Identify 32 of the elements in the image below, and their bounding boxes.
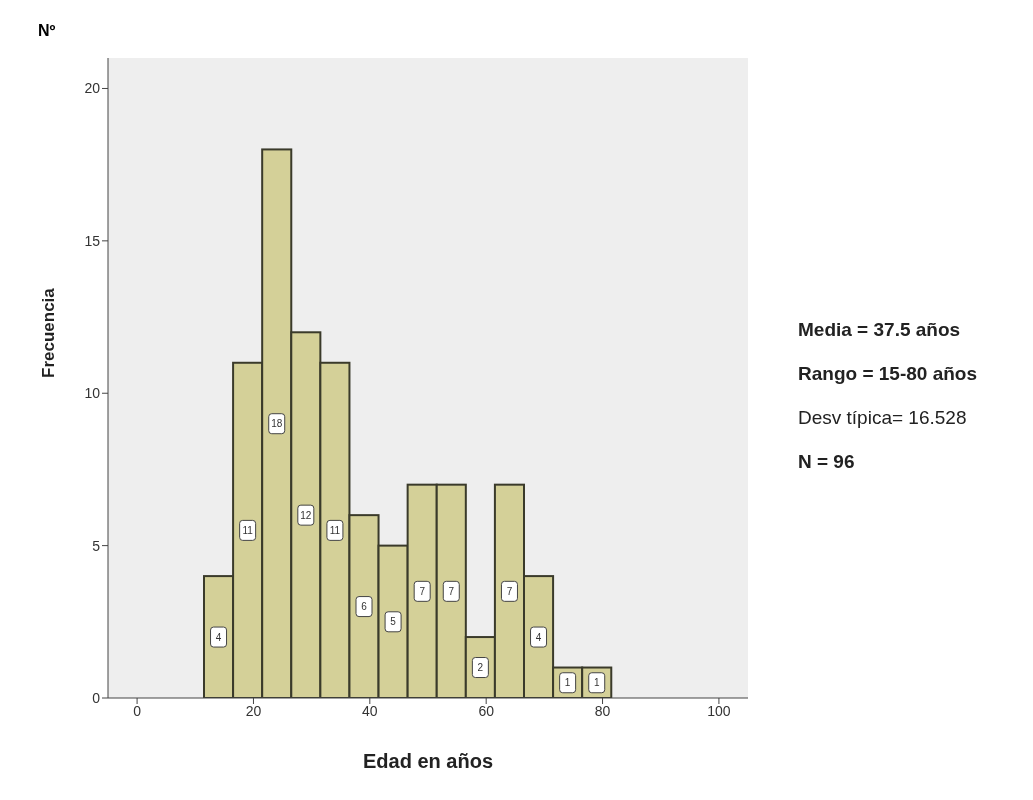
text: Rango = 15-80 años (798, 362, 977, 386)
x-tick-label: 60 (478, 702, 495, 719)
data-label: 12 (300, 509, 312, 521)
text: Media = 37.5 años (798, 318, 962, 342)
data-label: 18 (271, 418, 283, 430)
y-axis-title: Frecuencia (39, 287, 59, 378)
text: N = 96 (798, 450, 856, 474)
text: Nº (38, 22, 56, 40)
y-tick-label: 20 (84, 80, 101, 97)
x-tick-label: 20 (245, 702, 262, 719)
data-label: 1 (564, 677, 571, 689)
data-label: 11 (242, 524, 254, 536)
y-tick-label: 0 (92, 689, 101, 706)
y-tick-label: 10 (84, 385, 101, 402)
y-tick-label: 15 (84, 232, 101, 249)
x-tick-label: 100 (707, 702, 731, 719)
x-axis-title: Edad en años (362, 750, 494, 772)
data-label: 4 (535, 631, 542, 643)
data-label: 7 (506, 585, 513, 597)
text: Desv típica= 16.528 (798, 406, 968, 430)
data-label: 7 (448, 585, 455, 597)
data-label: 4 (215, 631, 222, 643)
x-tick-label: 80 (594, 702, 611, 719)
data-label: 1 (593, 677, 600, 689)
data-label: 11 (329, 524, 341, 536)
data-label: 2 (477, 662, 484, 674)
data-label: 7 (419, 585, 426, 597)
x-tick-label: 0 (133, 702, 142, 719)
data-label: 5 (390, 616, 397, 628)
data-label: 6 (361, 601, 368, 613)
x-tick-label: 40 (362, 702, 378, 719)
y-tick-label: 5 (92, 537, 101, 554)
